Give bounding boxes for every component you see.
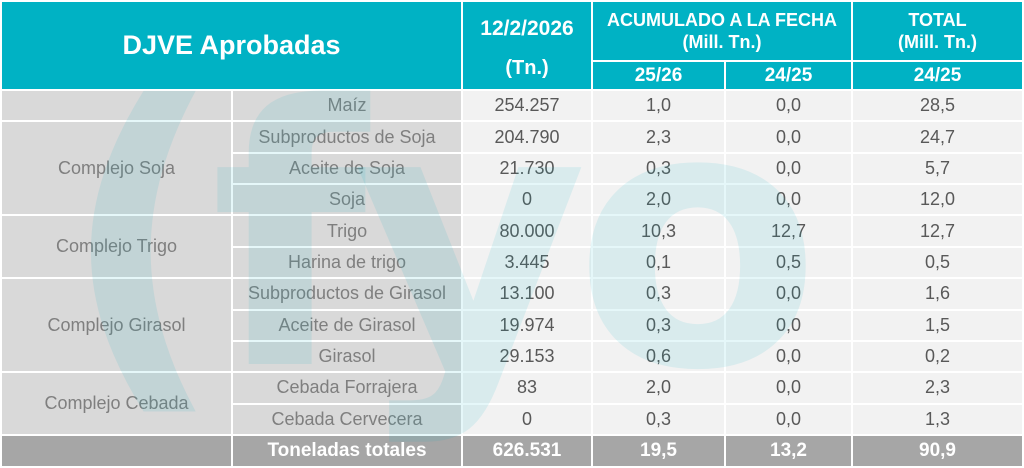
acum-2425-cell: 0,0 (726, 404, 852, 434)
header-total-season: 24/25 (853, 62, 1023, 89)
group-cell-cebada: Complejo Cebada (2, 373, 231, 434)
group-cell-girasol: Complejo Girasol (2, 279, 231, 372)
tn-cell: 254.257 (463, 91, 591, 121)
table-row: Cebada Cervecera 0 0,3 0,0 1,3 (2, 404, 1023, 434)
table-row: Soja 0 2,0 0,0 12,0 (2, 185, 1023, 215)
table-row: Complejo Soja Subproductos de Soja 204.7… (2, 122, 1023, 215)
product-cell: Maíz (233, 91, 461, 121)
acum-2526-cell: 0,1 (593, 247, 724, 278)
table-row: Aceite de Soja 21.730 0,3 0,0 5,7 (2, 153, 1023, 184)
table-title: DJVE Aprobadas (2, 2, 461, 89)
total-2425-cell: 0,2 (853, 341, 1023, 372)
total-2425-cell: 0,5 (853, 247, 1023, 278)
total-2425-cell: 90,9 (853, 436, 1023, 466)
product-cell: Subproductos de Soja (233, 122, 461, 152)
header-acumulado: ACUMULADO A LA FECHA (Mill. Tn.) (593, 2, 852, 60)
product-cell: Trigo (233, 216, 461, 246)
acum-2425-cell: 12,7 (726, 216, 852, 246)
header-total: TOTAL (Mill. Tn.) (853, 2, 1023, 60)
table-row: Complejo Trigo Trigo 80.000 10,3 12,7 12… (2, 216, 1023, 278)
header-total-title: TOTAL (908, 9, 967, 30)
product-cell: Aceite de Girasol (233, 310, 461, 340)
tn-cell: 21.730 (463, 153, 591, 184)
total-acum-2425-cell: 13,2 (726, 436, 852, 466)
tn-cell: 80.000 (463, 216, 591, 246)
table-row: Harina de trigo 3.445 0,1 0,5 0,5 (2, 247, 1023, 278)
acum-2425-cell: 0,0 (726, 373, 852, 403)
group-cell-soja: Complejo Soja (2, 122, 231, 215)
header-season-2526: 25/26 (593, 62, 724, 89)
acum-2526-cell: 0,6 (593, 341, 724, 372)
header-date-unit: (Tn.) (505, 57, 549, 79)
product-cell: Cebada Forrajera (233, 373, 461, 403)
acum-2526-cell: 2,3 (593, 122, 724, 152)
acum-2425-cell: 0,0 (726, 122, 852, 152)
acum-2425-cell: 0,0 (726, 185, 852, 215)
acum-2526-cell: 0,3 (593, 310, 724, 340)
table-row: Girasol 29.153 0,6 0,0 0,2 (2, 341, 1023, 372)
acum-2526-cell: 10,3 (593, 216, 724, 246)
acum-2526-cell: 2,0 (593, 373, 724, 403)
group-cell-empty (2, 91, 231, 121)
product-cell: Girasol (233, 341, 461, 372)
header-acumulado-unit: (Mill. Tn.) (682, 32, 762, 52)
product-cell: Soja (233, 185, 461, 215)
tn-cell: 29.153 (463, 341, 591, 372)
acum-2425-cell: 0,0 (726, 341, 852, 372)
header-date-column: 12/2/2026 (Tn.) (463, 2, 591, 89)
total-2425-cell: 1,3 (853, 404, 1023, 434)
table-row: Complejo Girasol Subproductos de Girasol… (2, 279, 1023, 372)
tn-cell: 13.100 (463, 279, 591, 309)
tn-cell: 0 (463, 185, 591, 215)
table-row: Aceite de Girasol 19.974 0,3 0,0 1,5 (2, 310, 1023, 340)
tn-cell: 0 (463, 404, 591, 434)
total-row-empty-cell (2, 436, 231, 466)
group-cell-trigo: Complejo Trigo (2, 216, 231, 278)
total-2425-cell: 2,3 (853, 373, 1023, 403)
total-2425-cell: 24,7 (853, 122, 1023, 152)
total-row: Toneladas totales 626.531 19,5 13,2 90,9 (2, 436, 1023, 466)
acum-2526-cell: 0,3 (593, 153, 724, 184)
acum-2425-cell: 0,0 (726, 279, 852, 309)
acum-2425-cell: 0,0 (726, 310, 852, 340)
header-total-unit: (Mill. Tn.) (898, 32, 977, 52)
header-acumulado-title: ACUMULADO A LA FECHA (607, 9, 837, 30)
table-row: Complejo Cebada Cebada Forrajera 83 2,0 … (2, 373, 1023, 434)
total-2425-cell: 12,0 (853, 185, 1023, 215)
tn-cell: 19.974 (463, 310, 591, 340)
product-cell: Harina de trigo (233, 247, 461, 278)
total-tn-cell: 626.531 (463, 436, 591, 466)
total-2425-cell: 5,7 (853, 153, 1023, 184)
tn-cell: 83 (463, 373, 591, 403)
header-season-2425: 24/25 (726, 62, 852, 89)
table-row: Maíz 254.257 1,0 0,0 28,5 (2, 91, 1023, 121)
total-row-label: Toneladas totales (233, 436, 461, 466)
total-2425-cell: 28,5 (853, 91, 1023, 121)
tn-cell: 204.790 (463, 122, 591, 152)
total-2425-cell: 12,7 (853, 216, 1023, 246)
tn-cell: 3.445 (463, 247, 591, 278)
product-cell: Cebada Cervecera (233, 404, 461, 434)
acum-2526-cell: 1,0 (593, 91, 724, 121)
total-2425-cell: 1,5 (853, 310, 1023, 340)
total-2425-cell: 1,6 (853, 279, 1023, 309)
header-date: 12/2/2026 (480, 17, 574, 40)
acum-2425-cell: 0,0 (726, 153, 852, 184)
acum-2526-cell: 2,0 (593, 185, 724, 215)
acum-2526-cell: 0,3 (593, 279, 724, 309)
total-acum-2526-cell: 19,5 (593, 436, 724, 466)
acum-2526-cell: 0,3 (593, 404, 724, 434)
acum-2425-cell: 0,0 (726, 91, 852, 121)
acum-2425-cell: 0,5 (726, 247, 852, 278)
product-cell: Subproductos de Girasol (233, 279, 461, 309)
product-cell: Aceite de Soja (233, 153, 461, 184)
